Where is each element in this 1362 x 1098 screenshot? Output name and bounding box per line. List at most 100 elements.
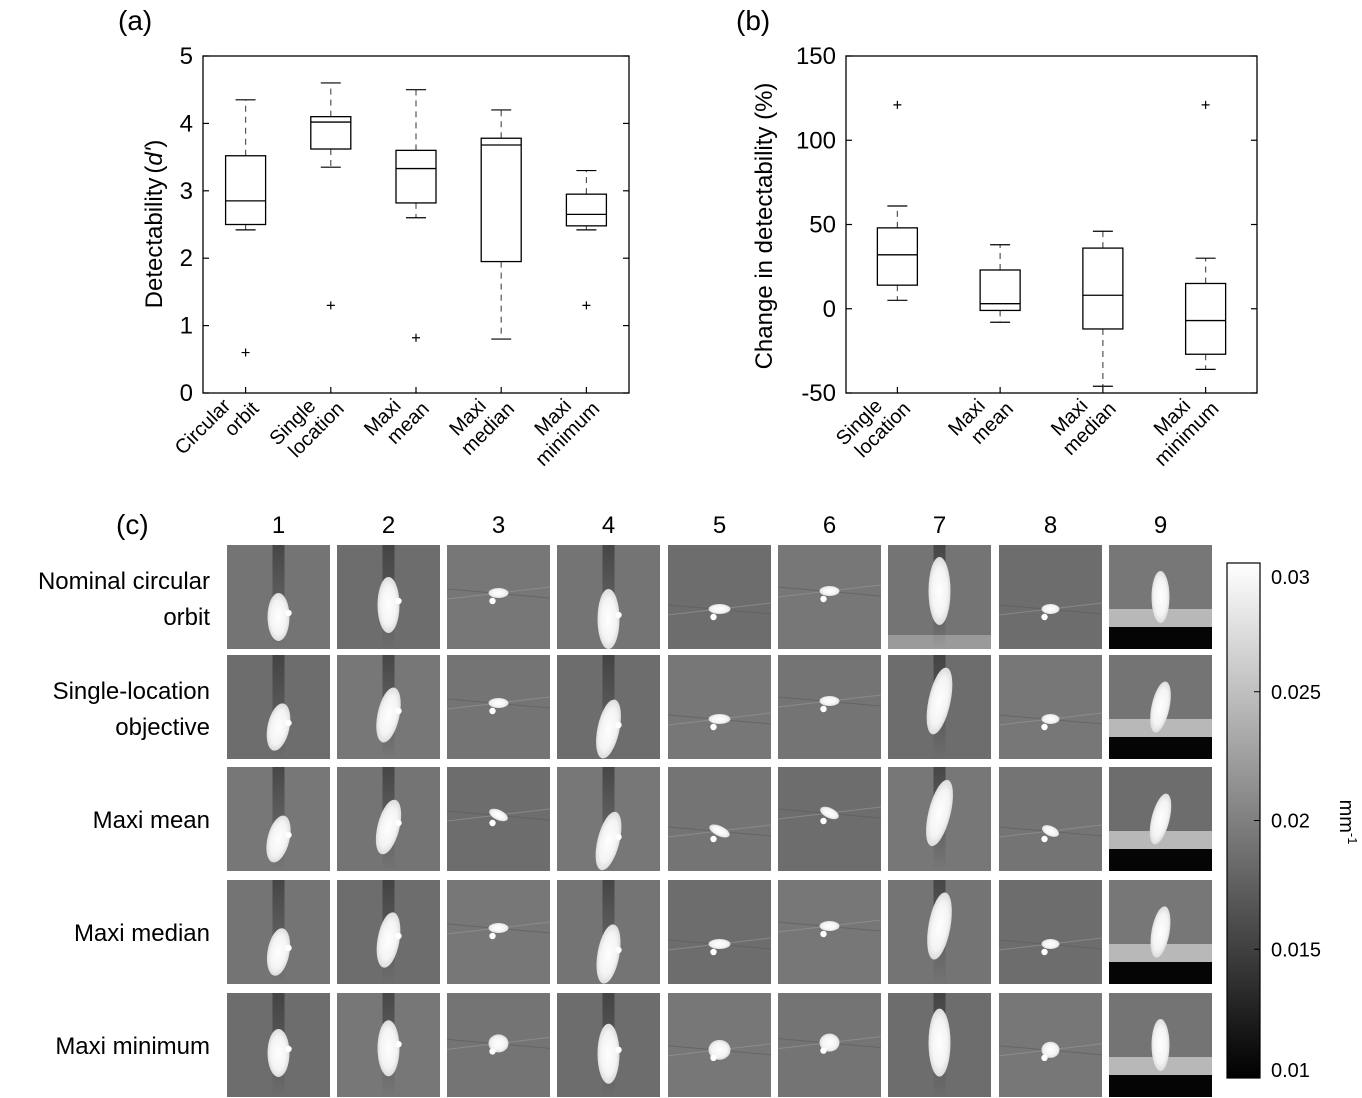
bright-dot [489, 707, 496, 715]
outlier-marker [326, 301, 335, 310]
bright-dot [395, 819, 402, 827]
tile-r2-c5 [668, 655, 771, 759]
dark-region [1109, 1075, 1212, 1097]
column-header: 5 [713, 512, 726, 539]
column-header: 1 [272, 512, 285, 539]
bright-structure [927, 892, 952, 960]
panel-b-axes-box [845, 55, 1258, 394]
bright-structure [488, 1034, 509, 1053]
tile-r1-c8 [999, 545, 1102, 649]
panel-c-column-headers: 1 2 3 4 5 6 7 8 9 [272, 512, 1167, 539]
dark-region [1109, 849, 1212, 871]
iqr-box [224, 155, 267, 226]
panel-b-ytick-label: 0 [823, 296, 836, 323]
bright-structure [267, 1029, 290, 1077]
colorbar-tick-label: 0.01 [1271, 1060, 1310, 1082]
tile-background [999, 545, 1102, 649]
bright-dot [615, 1046, 622, 1054]
bright-structure [819, 921, 840, 931]
column-header: 4 [602, 512, 615, 539]
row-label: Maxi minimum [55, 1033, 210, 1060]
panel-a-axes-box [202, 55, 630, 394]
dark-region [1109, 737, 1212, 759]
bright-dot [820, 817, 827, 825]
tile-background [999, 880, 1102, 984]
panel-a-box-3 [395, 89, 437, 393]
tile-r5-c7 [888, 993, 991, 1097]
bright-structure [928, 557, 951, 625]
bright-dot [395, 932, 402, 940]
tile-r5-c4 [557, 993, 660, 1097]
panel-b-xtick-label: Maximedian [1043, 382, 1121, 460]
tile-r5-c6 [778, 993, 881, 1097]
dark-region [1109, 627, 1212, 649]
bright-structure [1041, 1041, 1060, 1058]
bright-structure [820, 806, 839, 820]
bright-structure [375, 799, 402, 855]
bright-structure [1041, 939, 1060, 949]
panel-b-ytick-label: -50 [801, 380, 836, 407]
bright-dot [710, 835, 717, 843]
tile-r3-c9 [1109, 767, 1212, 871]
outlier-marker [412, 333, 420, 342]
column-header: 3 [492, 512, 505, 539]
tile-r5-c1 [227, 993, 330, 1097]
panel-a-box-1 [224, 99, 267, 393]
bright-structure [488, 588, 509, 598]
panel-b-x-tick-labels: Singlelocation Maximean Maximedian Maximini… [832, 382, 1223, 471]
tile-background [778, 767, 881, 871]
panel-b-ytick-label: 150 [796, 43, 836, 70]
panel-a-xtick-label: Maximinimum [516, 382, 604, 470]
bright-structure [267, 593, 290, 641]
panel-a-x-tick-labels: Circularorbit Singlelocation Maximean Maxim… [171, 382, 604, 471]
bright-dot [285, 831, 292, 839]
bright-structure [596, 924, 621, 984]
tile-background [778, 545, 881, 649]
tile-r1-c4 [557, 545, 660, 649]
bright-dot [1041, 613, 1048, 621]
bright-dot [1041, 723, 1048, 731]
panel-c-label: (c) [116, 509, 149, 540]
panel-a-ytick-label: 1 [180, 313, 193, 340]
row-label: Single-location objective [53, 678, 210, 741]
colorbar-tick-label: 0.03 [1271, 567, 1310, 589]
panel-a-ylabel-text: Detectability [141, 178, 168, 309]
panel-b-label: (b) [736, 5, 770, 36]
tile-r3-c5 [668, 767, 771, 871]
bright-structure [708, 939, 731, 949]
iqr-box [395, 149, 437, 204]
tile-r4-c6 [778, 880, 881, 984]
outlier-marker [241, 348, 250, 357]
row-label: Maxi mean [93, 807, 210, 834]
bright-dot [710, 1054, 717, 1062]
tile-background [668, 655, 771, 759]
bright-structure [708, 714, 731, 724]
tile-r3-c3 [447, 767, 550, 871]
panel-c-image-grid: (c) 1 2 3 4 5 6 7 8 9 Nominal circular orbit Singl… [38, 509, 1360, 1097]
tile-r2-c7 [888, 655, 991, 759]
tile-r3-c6 [778, 767, 881, 871]
bright-structure [1151, 571, 1170, 623]
tile-background [999, 655, 1102, 759]
panel-a-box-5 [565, 169, 608, 393]
tile-background [999, 767, 1102, 871]
bright-dot [615, 833, 622, 841]
column-header: 6 [823, 512, 836, 539]
tile-r2-c2 [337, 655, 440, 759]
bright-dot [285, 944, 292, 952]
bright-structure [488, 923, 509, 933]
panel-a-boxplot: (a) 0 1 2 3 4 5 Detectability(d') Circularorb… [118, 5, 630, 471]
bright-dot [615, 721, 622, 729]
tile-r2-c3 [447, 655, 550, 759]
panel-c-row-labels: Nominal circular orbit Single-location obje… [38, 568, 210, 1060]
bright-dot [710, 948, 717, 956]
colorbar-tick-label: 0.02 [1271, 811, 1310, 833]
tile-r3-c8 [999, 767, 1102, 871]
tile-r3-c2 [337, 767, 440, 871]
tile-r1-c9 [1109, 545, 1212, 649]
column-header: 9 [1154, 512, 1167, 539]
outlier-marker [1201, 100, 1210, 109]
tile-r2-c9 [1109, 655, 1212, 759]
tile-background [778, 655, 881, 759]
tile-r1-c5 [668, 545, 771, 649]
